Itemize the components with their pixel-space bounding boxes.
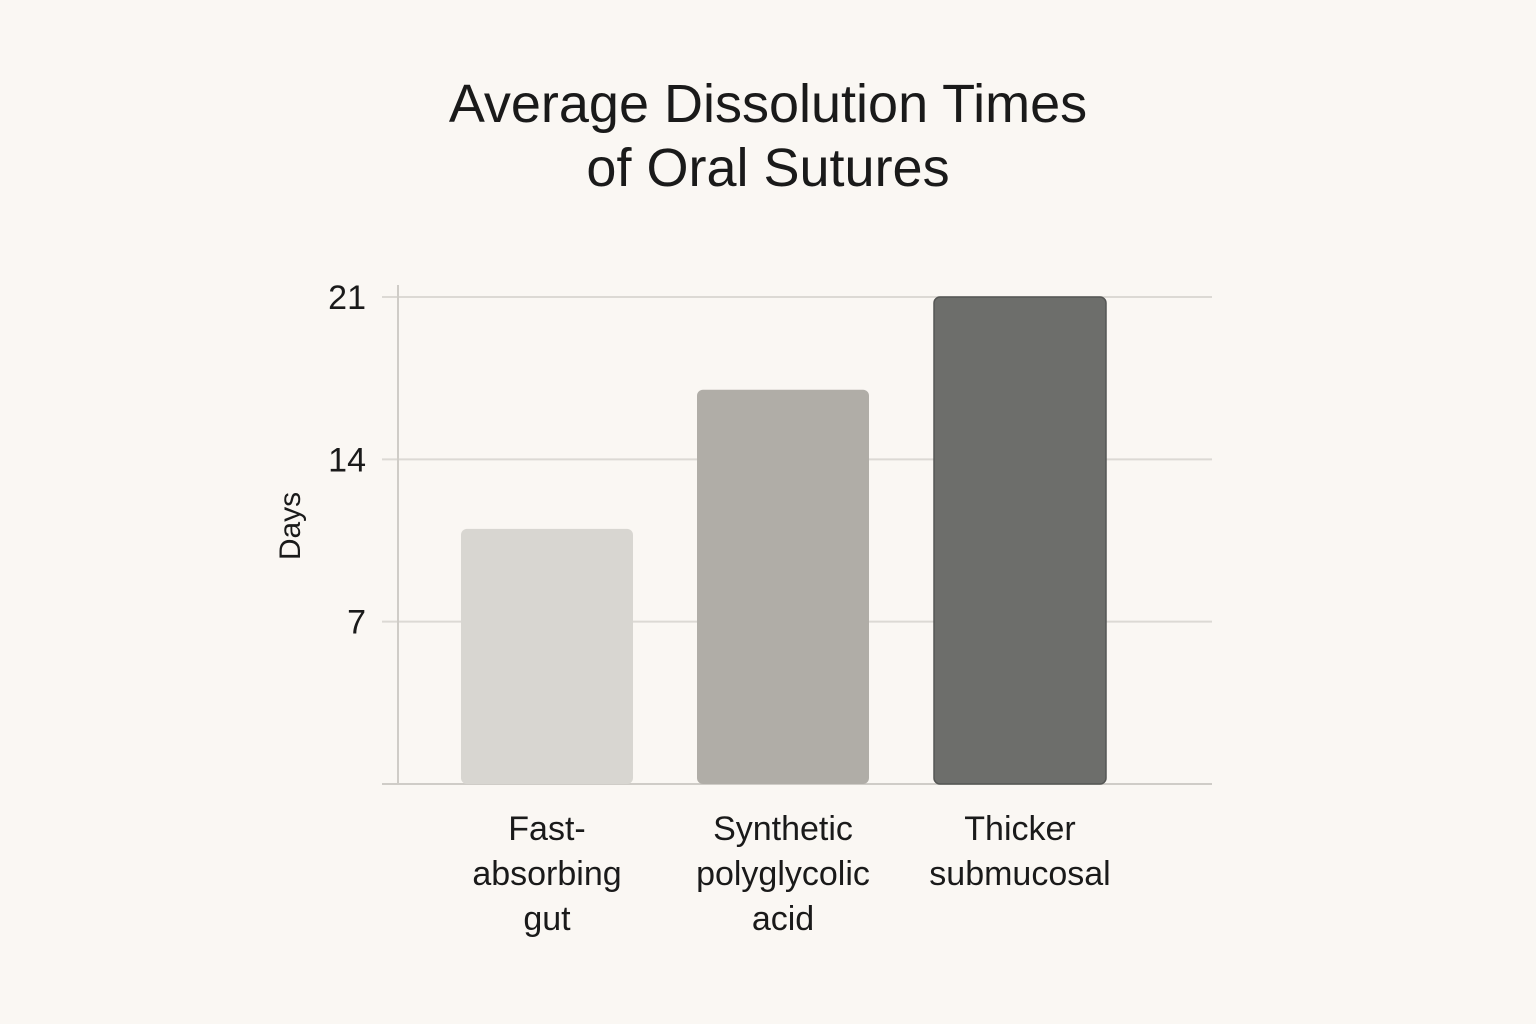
x-category-label-line: acid [752,900,814,938]
chart-title-line-2: of Oral Sutures [586,138,950,198]
chart-title-line-1: Average Dissolution Times [448,74,1088,134]
y-tick-label: 7 [347,604,366,642]
labels: 7 14 21 Days Fast-absorbing gut Synthetic polyg… [274,279,1111,938]
x-category-label-line: gut [523,900,571,938]
chart-title: Average Dissolution Times of Oral Suture… [0,72,1536,200]
x-category-label-line: polyglycolic [696,855,870,893]
x-category-label-line: Synthetic [713,810,853,848]
y-axis-title: Days [274,492,307,560]
bar [933,296,1107,785]
x-category-label-line: Thicker [964,810,1075,848]
x-category-label-line: absorbing [472,855,621,893]
x-category-label: Thicker submucosal [929,810,1110,893]
x-category-label-line: submucosal [929,855,1110,893]
x-category-label: Synthetic polyglycolic acid [696,810,870,938]
bar [461,528,633,784]
y-tick-label: 21 [328,279,366,317]
x-category-label: Fast-absorbing gut [472,810,621,938]
bar [697,389,869,784]
x-category-label-line: Fast- [508,810,585,848]
y-tick-label: 14 [328,441,366,479]
bars [461,296,1107,785]
